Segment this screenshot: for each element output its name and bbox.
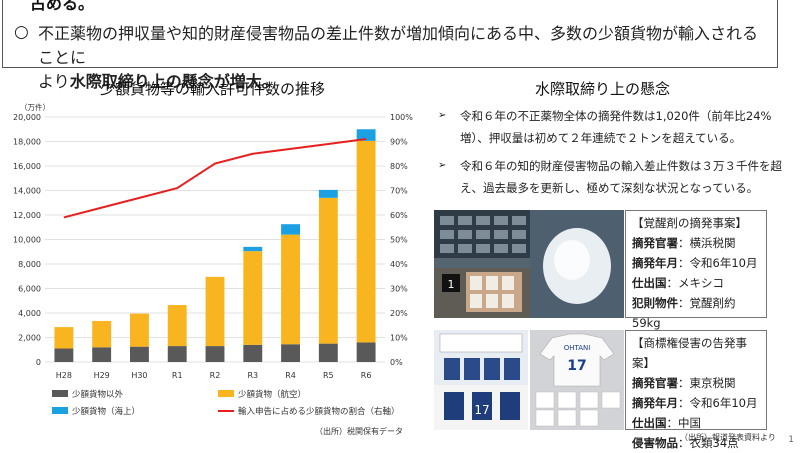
legend-swatch — [52, 390, 68, 397]
bar-segment — [356, 342, 376, 362]
case-row: 摘発年月：令和6年10月 — [632, 256, 758, 270]
y-tick-label: 6,000 — [18, 285, 41, 294]
arrow-right-icon: ➢ — [438, 160, 447, 171]
bar-segment — [130, 313, 149, 347]
concern-bullet-1: ➢ 令和６年の不正薬物全体の摘発件数は1,020件（前年比24%増）、押収量は初め… — [438, 105, 793, 149]
bullet-circle-icon: ○ — [14, 22, 29, 42]
bar-segment — [54, 348, 74, 362]
ratio-line — [63, 138, 367, 219]
legend-label: 少額貨物（航空） — [238, 389, 306, 400]
y2-tick-label: 70% — [390, 187, 408, 196]
x-tick-label: R1 — [172, 371, 183, 380]
y2-tick-label: 30% — [390, 285, 408, 294]
bar-segment — [205, 346, 225, 362]
jersey-name-label: OHTANI — [564, 344, 591, 352]
case-row: 摘発官署：横浜税関 — [632, 236, 736, 250]
y-tick-label: 8,000 — [18, 260, 41, 269]
bar-segment — [54, 327, 74, 349]
y2-tick-label: 80% — [390, 162, 408, 171]
case-row: 侵害物品：衣類34点 — [632, 436, 739, 450]
y-tick-label: 10,000 — [13, 236, 41, 245]
page-number: 1 — [788, 435, 794, 445]
bar-segment — [243, 251, 263, 345]
x-tick-label: H28 — [56, 371, 72, 380]
evidence-tag-label: 1 — [448, 278, 455, 291]
y-tick-label: 12,000 — [13, 211, 41, 220]
jersey-number-label: 17 — [474, 403, 489, 417]
x-tick-label: H30 — [131, 371, 147, 380]
chart-source: （出所）税関保有データ — [315, 427, 403, 436]
y-tick-label: 16,000 — [13, 162, 41, 171]
jersey-number-label: 17 — [567, 358, 586, 374]
bar-segment — [318, 343, 338, 362]
press-conference-photo: 17 — [434, 330, 528, 430]
y2-tick-label: 10% — [390, 334, 408, 343]
case-row: 摘発官署：東京税関 — [632, 376, 736, 390]
bar-segment — [281, 344, 300, 362]
legend-label: 少額貨物（海上） — [72, 406, 140, 417]
case-row: 犯則物件：覚醒剤約59kg — [632, 296, 736, 330]
import-permit-chart: 0 2,000 4,000 6,000 8,000 10,000 12,000 14,000 1… — [13, 102, 413, 417]
bar-segment — [356, 140, 376, 343]
right-section-title: 水際取締り上の懸念 — [535, 80, 671, 98]
x-tick-label: R3 — [247, 371, 258, 380]
y2-tick-label: 0% — [390, 358, 403, 367]
bar-segment — [167, 305, 187, 347]
y2-tick-label: 100% — [390, 113, 413, 122]
case-box-trademark: 【商標権侵害の告発事案】 摘発官署：東京税関 摘発年月：令和6年10月 仕出国：… — [625, 330, 767, 450]
bar-segment — [281, 224, 300, 235]
y2-tick-label: 40% — [390, 260, 408, 269]
y-tick-label: 14,000 — [13, 187, 41, 196]
y2-tick-label: 50% — [390, 236, 408, 245]
bar-segment — [92, 347, 112, 362]
case-title: 【覚醒剤の摘発事案】 — [632, 216, 747, 230]
bar-segment — [281, 234, 300, 345]
bar-segment — [92, 320, 112, 348]
y2-tick-label: 60% — [390, 211, 408, 220]
concern-bullets: ➢ 令和６年の不正薬物全体の摘発件数は1,020件（前年比24%増）、押収量は初め… — [438, 105, 793, 205]
x-tick-label: R4 — [285, 371, 296, 380]
bar-segment — [356, 129, 376, 141]
legend-swatch — [218, 390, 234, 397]
y-tick-label: 18,000 — [13, 138, 41, 147]
case-row: 仕出国：中国 — [632, 416, 701, 430]
jersey-photo: OHTANI 17 — [530, 330, 624, 430]
y2-tick-label: 90% — [390, 138, 408, 147]
bar-segment — [318, 197, 338, 344]
x-tick-label: R2 — [210, 371, 221, 380]
y-tick-label: 2,000 — [18, 334, 41, 343]
white-powder-photo — [530, 210, 624, 318]
y2-tick-label: 20% — [390, 309, 408, 318]
y-tick-label: 4,000 — [18, 309, 41, 318]
y-unit-label: （万件） — [20, 102, 50, 112]
bar-segment — [243, 246, 263, 252]
case-box-drugs: 【覚醒剤の摘発事案】 摘発官署：横浜税関 摘発年月：令和6年10月 仕出国：メキ… — [625, 210, 767, 330]
summary-line-1: 不正薬物の押収量や知的財産侵害物品の差止件数が増加傾向にある中、多数の少額貨物が… — [38, 24, 759, 91]
bar-segment — [243, 344, 263, 362]
summary-box — [2, 0, 778, 68]
case-row: 仕出国：メキシコ — [632, 276, 724, 290]
legend-swatch — [52, 407, 68, 414]
legend-label: 少額貨物以外 — [72, 389, 124, 400]
bar-segment — [167, 346, 187, 362]
seized-packages-photo — [434, 210, 530, 268]
bar-segment — [318, 189, 338, 198]
case-row: 摘発年月：令和6年10月 — [632, 396, 758, 410]
summary-line-0: 占める。 — [30, 0, 95, 13]
bar-segment — [205, 276, 225, 347]
arrow-right-icon: ➢ — [438, 110, 447, 121]
x-tick-label: R5 — [323, 371, 334, 380]
x-tick-label: R6 — [361, 371, 372, 380]
left-section-title: 少額貨物等の輸入許可件数の推移 — [100, 80, 326, 98]
y-tick-label: 0 — [36, 358, 41, 367]
right-source: （出所）報道発表資料より — [680, 433, 776, 442]
x-tick-label: H29 — [94, 371, 110, 380]
y-tick-label: 20,000 — [13, 113, 41, 122]
bar-segment — [130, 346, 149, 362]
case-title: 【商標権侵害の告発事案】 — [632, 336, 747, 370]
legend-label: 輸入申告に占める少額貨物の割合（右軸） — [238, 406, 400, 417]
concern-bullet-2: ➢ 令和６年の知的財産侵害物品の輸入差止件数は３万３千件を超え、過去最多を更新し、… — [438, 155, 793, 199]
seized-box-photo: 1 — [434, 268, 530, 318]
